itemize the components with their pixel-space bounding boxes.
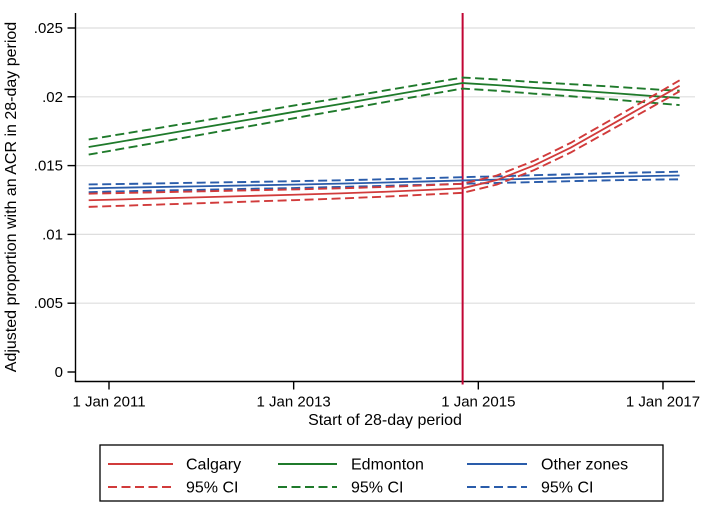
y-axis-title: Adjusted proportion with an ACR in 28-da…: [3, 22, 20, 372]
y-tick-label: .02: [42, 89, 63, 106]
ci-lower-line-edmonton: [88, 87, 680, 156]
legend-entry-label: Edmonton: [351, 457, 424, 474]
y-tick-label: .005: [34, 295, 63, 312]
legend-box: [99, 444, 664, 502]
legend-entry-label: Other zones: [541, 457, 628, 474]
legend-entry-label: 95% CI: [351, 480, 403, 497]
y-tick-label: .015: [34, 158, 63, 175]
ci-upper-line-other-zones: [88, 170, 680, 186]
ci-upper-line-calgary: [88, 79, 681, 195]
legend-entry-label: 95% CI: [186, 480, 238, 497]
x-tick-label: 1 Jan 2017: [626, 394, 700, 411]
ci-lower-line-other-zones: [88, 178, 680, 194]
x-tick-label: 1 Jan 2013: [257, 394, 331, 411]
ci-upper-line-edmonton: [88, 76, 680, 141]
ci-lower-line-calgary: [88, 90, 681, 208]
legend-entry-label: 95% CI: [541, 480, 593, 497]
x-tick-label: 1 Jan 2011: [72, 394, 145, 411]
series-line-other-zones: [88, 174, 680, 190]
y-tick-label: 0: [55, 364, 63, 381]
series-line-edmonton: [88, 82, 680, 148]
y-tick-label: .01: [42, 226, 63, 243]
series-line-calgary: [88, 85, 681, 202]
x-axis-title: Start of 28-day period: [308, 412, 462, 429]
legend-entry-label: Calgary: [186, 457, 241, 474]
x-tick-label: 1 Jan 2015: [441, 394, 515, 411]
y-tick-label: .025: [34, 20, 63, 37]
